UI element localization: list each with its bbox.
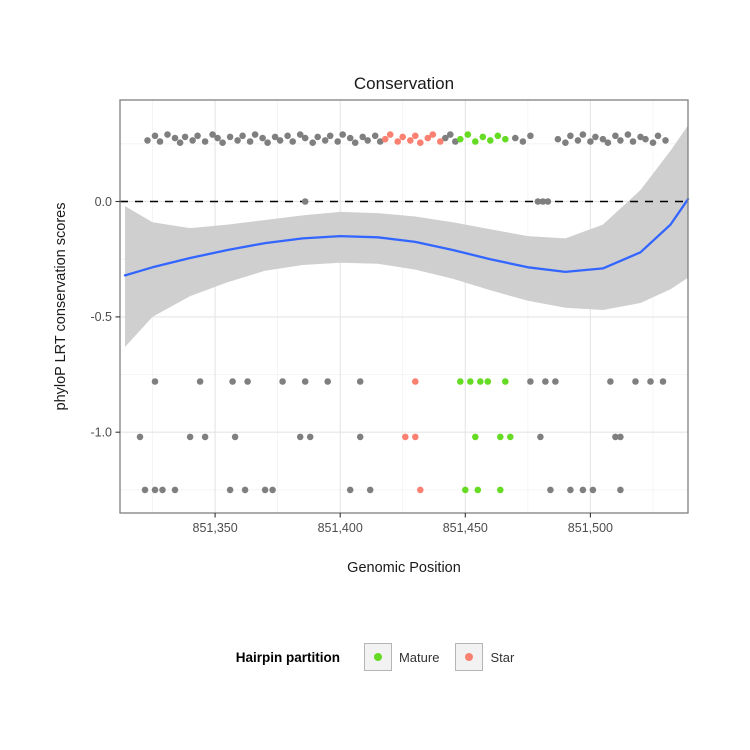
legend-label-star: Star [490, 649, 515, 665]
panel-border [119, 99, 689, 514]
star-dot-icon [465, 653, 474, 661]
x-tick-label: 851,350 [193, 521, 238, 535]
x-tick-label: 851,450 [443, 521, 488, 535]
confidence-band [125, 125, 688, 347]
legend-item-mature: Mature [363, 643, 440, 671]
legend: Hairpin partition Mature Star [0, 640, 750, 674]
y-tick-label: -1.0 [90, 426, 112, 440]
legend-label-mature: Mature [398, 649, 440, 665]
y-axis-ticks: 0.0 -0.5 -1.0 [90, 195, 120, 440]
points-star [381, 131, 444, 494]
y-axis-label: phyloP LRT conservation scores [53, 202, 69, 411]
y-tick-label: 0.0 [95, 195, 112, 209]
x-axis-label: Genomic Position [347, 560, 461, 576]
legend-item-star: Star [455, 643, 514, 671]
legend-key-mature [363, 643, 392, 671]
points-mature [457, 131, 514, 494]
legend-title: Hairpin partition [235, 649, 340, 665]
x-axis-ticks: 851,350 851,400 851,450 851,500 [193, 513, 613, 535]
chart-title: Conservation [353, 74, 455, 93]
legend-key-star [455, 643, 484, 671]
smooth-line [123, 198, 690, 277]
x-tick-label: 851,500 [568, 521, 613, 535]
x-tick-label: 851,400 [318, 521, 363, 535]
gridlines-major [120, 100, 688, 513]
y-tick-label: -0.5 [90, 310, 112, 324]
mature-dot-icon [373, 653, 382, 661]
points-hairpin [136, 131, 669, 494]
